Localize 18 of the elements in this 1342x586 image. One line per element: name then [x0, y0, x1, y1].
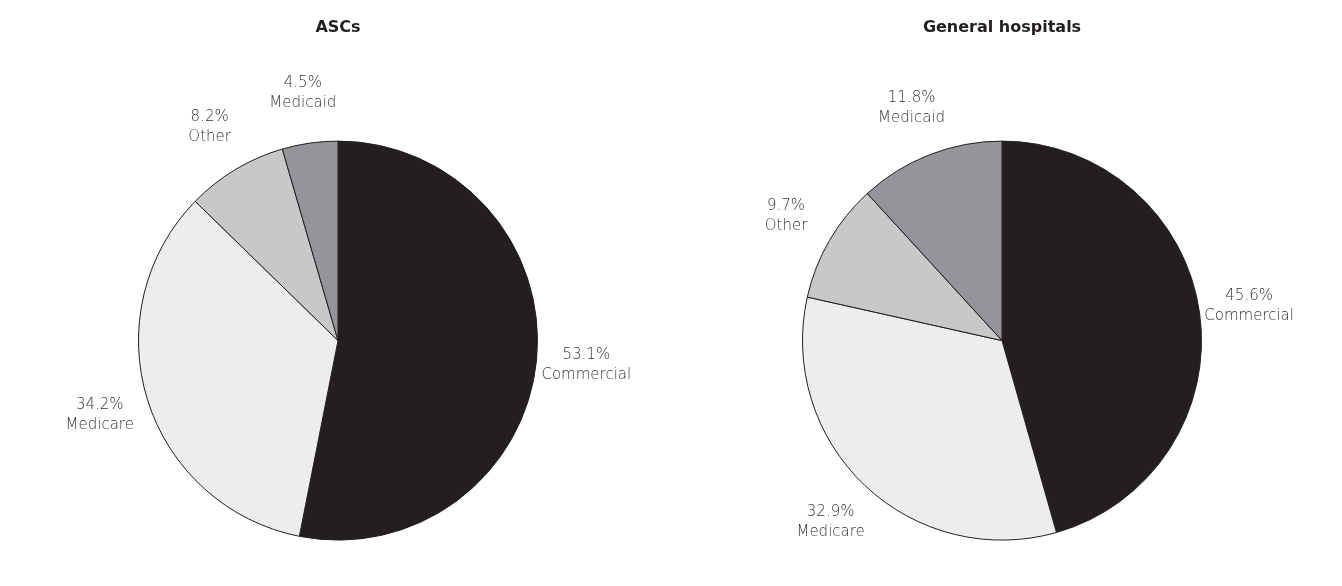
data-label: 11.8% [887, 87, 936, 106]
chart-title: ASCs [315, 16, 361, 36]
slice-label: Commercial [541, 364, 632, 383]
data-label: 32.9% [806, 501, 855, 520]
slice-label: Other [188, 126, 232, 145]
chart-title: General hospitals [922, 16, 1082, 36]
slice-label: Medicare [796, 521, 865, 540]
data-label: 53.1% [562, 344, 611, 363]
data-label: 34.2% [75, 394, 124, 413]
slice-label: Other [764, 215, 809, 234]
slice-label: Medicaid [878, 107, 946, 126]
slice-label: Medicare [65, 414, 134, 433]
data-label: 4.5% [283, 73, 322, 92]
data-label: 8.2% [190, 106, 229, 125]
slice-label: Medicaid [269, 93, 337, 112]
data-label: 9.7% [767, 195, 806, 214]
slice-label: Commercial [1204, 306, 1294, 325]
data-label: 45.6% [1225, 286, 1273, 305]
